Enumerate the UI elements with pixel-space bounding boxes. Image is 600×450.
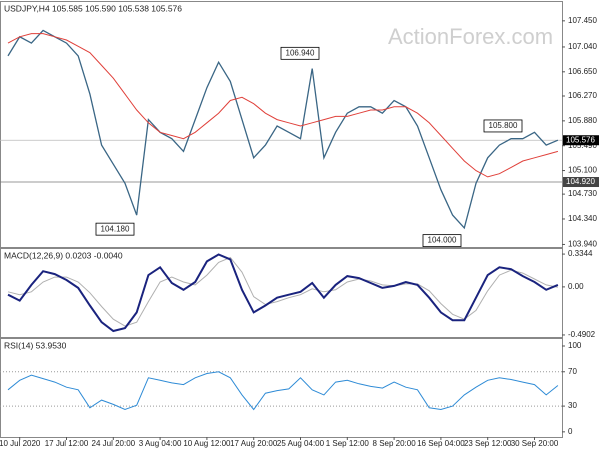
- current-label: 105.576: [566, 135, 595, 144]
- annotation-box: [280, 46, 320, 60]
- level-label: 104.920: [566, 177, 595, 186]
- y-tick-label: 106.650: [568, 67, 597, 76]
- y-tick-label: 104.340: [568, 214, 597, 223]
- y-tick-label: -0.4902: [568, 330, 596, 339]
- watermark: ActionForex.com: [388, 24, 553, 49]
- series-line: [7, 29, 559, 230]
- y-tick-label: 0.00: [568, 282, 584, 291]
- y-tick-label: 105.880: [568, 116, 597, 125]
- panel-frame: [0, 1, 563, 248]
- x-tick-label: 23 Sep 12:00: [464, 439, 512, 448]
- y-tick-label: 103.940: [568, 240, 597, 249]
- panel-title: MACD(12,26,9) 0.0203 -0.0040: [4, 250, 123, 260]
- y-tick-label: 104.730: [568, 189, 597, 198]
- y-tick-label: 105.490: [568, 141, 597, 150]
- panel-frame: [0, 248, 563, 338]
- current-box: [563, 135, 599, 146]
- level-box: [563, 177, 599, 188]
- panel-title: RSI(14) 53.9530: [4, 340, 67, 350]
- x-tick-label: 30 Sep 20:00: [511, 439, 559, 448]
- x-tick-label: 25 Aug 04:00: [277, 439, 325, 448]
- annotation-label: 106.940: [286, 48, 315, 57]
- y-tick-label: 107.040: [568, 42, 597, 51]
- x-tick-label: 3 Aug 04:00: [139, 439, 182, 448]
- x-tick-label: 10 Jul 2020: [0, 439, 41, 448]
- series-line: [7, 33, 559, 178]
- x-tick-label: 10 Aug 12:00: [183, 439, 231, 448]
- series-line: [7, 371, 559, 411]
- y-tick-label: 30: [568, 401, 577, 410]
- x-tick-label: 8 Sep 20:00: [373, 439, 417, 448]
- annotation-label: 104.180: [101, 224, 130, 233]
- annotation-box: [95, 222, 135, 236]
- y-tick-label: 0.3344: [568, 249, 593, 258]
- panel-title: USDJPY,H4 105.585 105.590 105.538 105.57…: [4, 3, 182, 13]
- annotation-box: [483, 119, 523, 133]
- panel-frame: [0, 338, 563, 438]
- y-tick-label: 100: [568, 341, 582, 350]
- y-tick-label: 70: [568, 367, 577, 376]
- x-tick-label: 1 Sep 12:00: [326, 439, 370, 448]
- y-tick-label: 107.450: [568, 16, 597, 25]
- y-tick-label: 106.270: [568, 91, 597, 100]
- series-line: [7, 253, 559, 333]
- annotation-box: [422, 234, 462, 248]
- y-tick-label: 0: [568, 427, 573, 436]
- annotation-label: 104.000: [428, 236, 457, 245]
- x-tick-label: 24 Jul 20:00: [92, 439, 136, 448]
- x-tick-label: 17 Jul 12:00: [45, 439, 89, 448]
- y-tick-label: 105.100: [568, 166, 597, 175]
- x-tick-label: 16 Sep 04:00: [417, 439, 465, 448]
- annotation-label: 105.800: [489, 121, 518, 130]
- x-tick-label: 17 Aug 20:00: [230, 439, 278, 448]
